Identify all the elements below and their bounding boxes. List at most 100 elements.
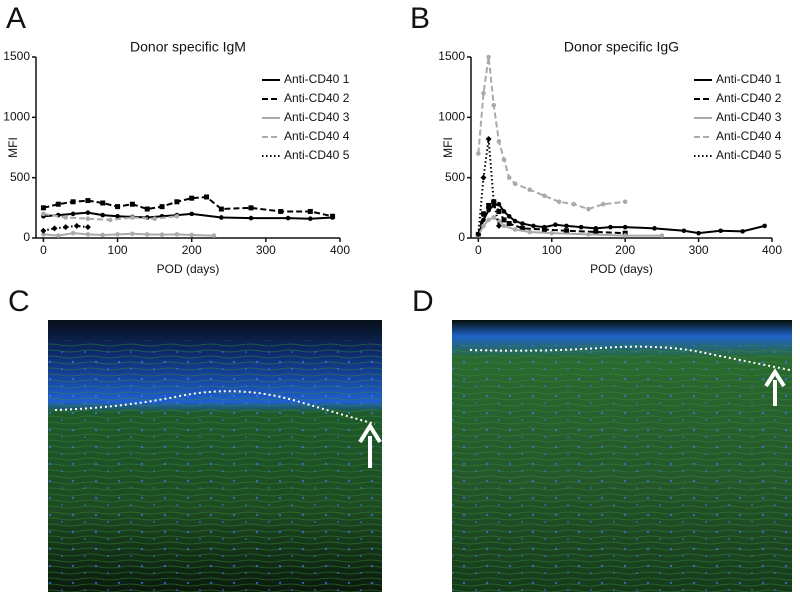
marker xyxy=(520,221,525,226)
marker xyxy=(100,232,106,238)
marker xyxy=(553,222,558,228)
marker xyxy=(496,139,502,144)
marker xyxy=(622,233,628,238)
legend-label: Anti-CD40 3 xyxy=(284,110,350,124)
marker xyxy=(622,224,628,230)
marker xyxy=(73,222,80,229)
marker xyxy=(130,215,135,220)
y-tick-label: 1000 xyxy=(3,110,30,124)
marker xyxy=(174,213,180,219)
marker xyxy=(600,201,606,207)
y-tick-label: 500 xyxy=(445,170,465,184)
legend-label: Anti-CD40 5 xyxy=(284,148,350,162)
marker xyxy=(512,218,518,224)
marker xyxy=(586,232,591,237)
marker xyxy=(204,194,210,200)
legend-label: Anti-CD40 2 xyxy=(284,91,350,105)
x-tick-label: 200 xyxy=(182,243,202,257)
x-tick-label: 400 xyxy=(330,243,350,257)
y-tick-label: 500 xyxy=(10,170,30,184)
marker xyxy=(512,181,518,186)
marker xyxy=(62,224,69,231)
marker xyxy=(527,229,533,235)
marker xyxy=(330,213,336,219)
marker xyxy=(63,215,68,220)
marker xyxy=(586,206,591,212)
panel-label: A xyxy=(6,2,26,35)
chart-title: Donor specific IgM xyxy=(130,39,246,55)
marker xyxy=(84,224,91,231)
marker xyxy=(248,215,254,221)
marker xyxy=(506,213,512,219)
marker xyxy=(144,232,150,237)
marker xyxy=(652,226,657,231)
legend-label: Anti-CD40 1 xyxy=(284,72,350,86)
y-axis-label: MFI xyxy=(441,137,455,158)
marker xyxy=(718,228,723,234)
micrograph xyxy=(452,320,792,592)
marker xyxy=(174,199,180,205)
marker xyxy=(622,230,628,236)
x-tick-label: 100 xyxy=(542,243,562,257)
x-tick-label: 400 xyxy=(762,243,782,257)
marker xyxy=(85,216,91,221)
x-tick-label: 200 xyxy=(615,243,635,257)
marker xyxy=(85,232,91,237)
marker xyxy=(740,229,745,234)
marker xyxy=(501,217,507,223)
panel-label: C xyxy=(8,285,30,318)
legend-label: Anti-CD40 2 xyxy=(716,91,782,105)
marker xyxy=(129,201,135,207)
marker xyxy=(541,227,547,233)
panel-label: B xyxy=(410,2,430,35)
marker xyxy=(100,212,106,218)
y-tick-label: 1500 xyxy=(438,49,465,63)
marker xyxy=(681,228,687,234)
marker xyxy=(564,223,569,229)
marker xyxy=(189,232,195,238)
marker xyxy=(211,233,217,238)
marker xyxy=(278,208,284,214)
x-axis-label: POD (days) xyxy=(590,262,653,276)
marker xyxy=(563,228,569,234)
chart-title: Donor specific IgG xyxy=(564,39,679,55)
panel-label: D xyxy=(412,285,434,318)
marker xyxy=(519,225,525,231)
marker xyxy=(542,193,547,199)
marker xyxy=(762,223,767,229)
series-line xyxy=(43,224,89,232)
marker xyxy=(578,224,584,230)
legend-label: Anti-CD40 4 xyxy=(284,129,350,143)
marker xyxy=(41,211,46,217)
marker xyxy=(152,216,157,221)
y-axis-label: MFI xyxy=(6,137,20,158)
micrograph xyxy=(48,320,382,592)
series-line xyxy=(477,56,626,211)
x-tick-label: 0 xyxy=(475,243,482,257)
marker xyxy=(100,200,106,206)
marker xyxy=(219,215,224,220)
marker xyxy=(486,202,492,208)
marker xyxy=(189,195,195,201)
marker xyxy=(159,232,165,237)
marker xyxy=(115,232,120,237)
marker xyxy=(70,211,76,217)
marker xyxy=(55,201,61,207)
marker xyxy=(475,231,482,238)
marker xyxy=(70,230,76,236)
marker xyxy=(480,211,486,217)
marker xyxy=(174,232,180,237)
marker xyxy=(549,230,555,236)
marker xyxy=(495,222,502,229)
y-tick-label: 0 xyxy=(23,230,30,244)
marker xyxy=(571,201,577,207)
marker xyxy=(496,208,502,214)
marker xyxy=(486,217,491,223)
y-tick-label: 1000 xyxy=(438,110,465,124)
marker xyxy=(506,175,512,180)
marker xyxy=(70,199,76,205)
marker xyxy=(506,221,512,227)
marker xyxy=(496,201,502,207)
series-line xyxy=(43,232,214,237)
